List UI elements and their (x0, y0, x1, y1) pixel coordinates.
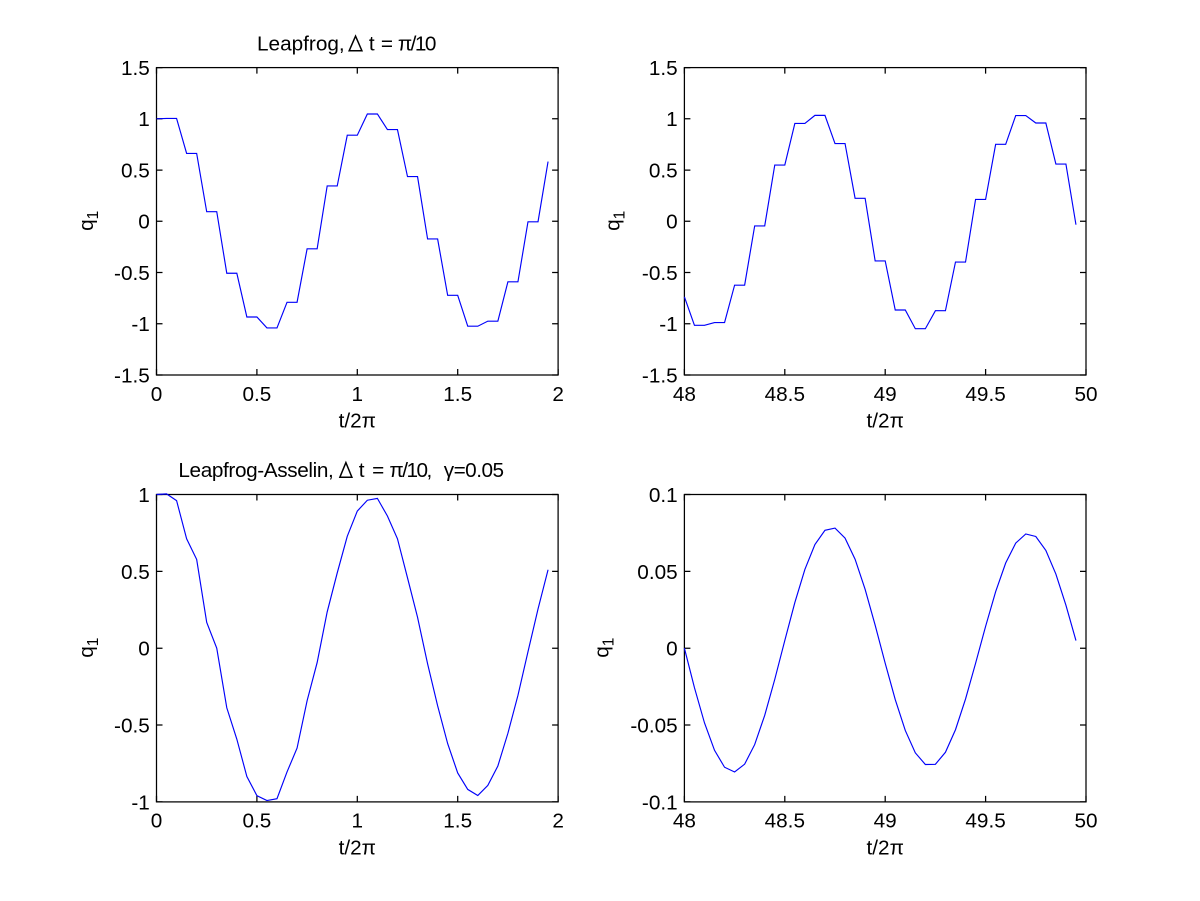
svg-text:1: 1 (352, 810, 364, 833)
svg-text:t/2π: t/2π (867, 410, 904, 433)
svg-text:-1: -1 (131, 313, 149, 336)
svg-text:49: 49 (874, 383, 897, 406)
svg-text:2: 2 (552, 383, 564, 406)
svg-text:0.5: 0.5 (121, 561, 150, 584)
svg-text:t/2π: t/2π (339, 836, 376, 859)
svg-text:-1.5: -1.5 (114, 364, 150, 387)
svg-text:0: 0 (138, 211, 150, 234)
svg-text:0: 0 (151, 383, 163, 406)
svg-text:49: 49 (874, 810, 897, 833)
svg-text:0.5: 0.5 (649, 160, 678, 183)
svg-text:-0.1: -0.1 (642, 791, 678, 814)
svg-text:t: t (359, 459, 365, 482)
svg-text:48.5: 48.5 (765, 383, 805, 406)
svg-text:t: t (369, 33, 375, 56)
svg-text:γ=0.05: γ=0.05 (444, 459, 504, 482)
svg-text:0.1: 0.1 (649, 484, 678, 507)
svg-text:0.5: 0.5 (242, 383, 271, 406)
svg-text:1.5: 1.5 (121, 57, 150, 80)
svg-text:0: 0 (151, 810, 163, 833)
svg-text:1: 1 (352, 383, 364, 406)
svg-text:1.5: 1.5 (443, 810, 472, 833)
svg-text:2: 2 (552, 810, 564, 833)
svg-text:1.5: 1.5 (443, 383, 472, 406)
svg-text:0.05: 0.05 (637, 561, 677, 584)
svg-text:48: 48 (673, 383, 696, 406)
svg-text:Leapfrog-Asselin,: Leapfrog-Asselin, (178, 459, 333, 482)
svg-text:-1: -1 (659, 313, 677, 336)
svg-text:=: = (372, 459, 384, 482)
svg-text:0: 0 (666, 638, 678, 661)
svg-text:-0.5: -0.5 (114, 262, 150, 285)
svg-text:48.5: 48.5 (765, 810, 805, 833)
svg-text:-1: -1 (131, 791, 149, 814)
svg-text:1.5: 1.5 (649, 57, 678, 80)
svg-text:50: 50 (1074, 810, 1097, 833)
svg-text:π/10,: π/10, (389, 459, 430, 482)
svg-text:0.5: 0.5 (242, 810, 271, 833)
svg-text:50: 50 (1074, 383, 1097, 406)
svg-text:0.5: 0.5 (121, 160, 150, 183)
svg-text:=: = (381, 33, 393, 56)
svg-text:-0.5: -0.5 (114, 714, 150, 737)
svg-text:49.5: 49.5 (965, 383, 1005, 406)
svg-text:1: 1 (138, 484, 150, 507)
svg-text:π/10: π/10 (398, 33, 436, 56)
svg-text:-0.05: -0.05 (630, 714, 677, 737)
svg-text:0: 0 (138, 638, 150, 661)
svg-text:Leapfrog,: Leapfrog, (257, 33, 345, 56)
svg-text:-1.5: -1.5 (642, 364, 678, 387)
svg-text:49.5: 49.5 (965, 810, 1005, 833)
svg-text:1: 1 (138, 108, 150, 131)
svg-text:-0.5: -0.5 (642, 262, 678, 285)
svg-text:1: 1 (666, 108, 678, 131)
svg-text:48: 48 (673, 810, 696, 833)
svg-text:t/2π: t/2π (867, 836, 904, 859)
svg-text:t/2π: t/2π (339, 410, 376, 433)
svg-text:0: 0 (666, 211, 678, 234)
